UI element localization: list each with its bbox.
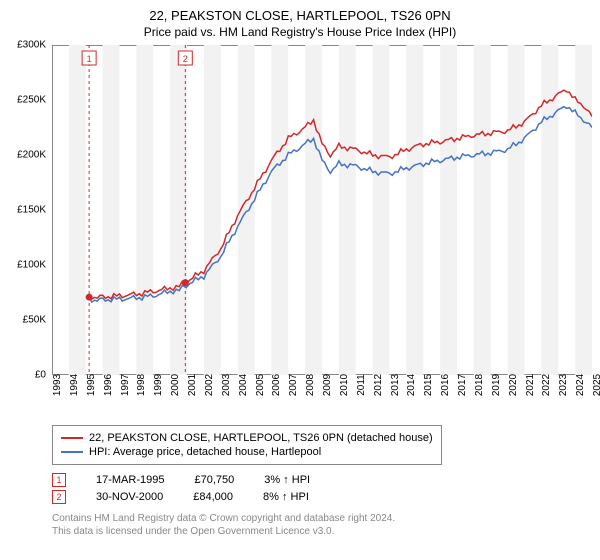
marker-row: 2 30-NOV-2000 £84,000 8% ↑ HPI	[52, 490, 590, 504]
marker-date-1: 17-MAR-1995	[96, 474, 164, 486]
y-tick-label: £0	[35, 370, 46, 381]
marker-date-2: 30-NOV-2000	[96, 491, 163, 503]
sale-markers-table: 1 17-MAR-1995 £70,750 3% ↑ HPI 2 30-NOV-…	[52, 473, 590, 504]
x-tick-label: 2023	[558, 374, 569, 396]
x-tick-label: 2003	[221, 374, 232, 396]
x-tick-label: 1997	[120, 374, 131, 396]
x-tick-label: 2018	[474, 374, 485, 396]
legend: 22, PEAKSTON CLOSE, HARTLEPOOL, TS26 0PN…	[52, 425, 442, 465]
x-tick-label: 2024	[575, 374, 586, 396]
x-tick-label: 2014	[406, 374, 417, 396]
x-tick-label: 2022	[541, 374, 552, 396]
x-tick-label: 2009	[322, 374, 333, 396]
x-tick-label: 1998	[136, 374, 147, 396]
y-tick-label: £250K	[17, 95, 46, 106]
y-axis-labels: £0£50K£100K£150K£200K£250K£300K	[8, 45, 50, 375]
y-tick-label: £150K	[17, 205, 46, 216]
x-tick-label: 2001	[187, 374, 198, 396]
chart-container: 22, PEAKSTON CLOSE, HARTLEPOOL, TS26 0PN…	[0, 0, 600, 560]
marker-delta-1: 3% ↑ HPI	[264, 474, 310, 486]
y-tick-label: £300K	[17, 40, 46, 51]
chart-svg: 12	[52, 45, 592, 375]
x-tick-label: 2020	[508, 374, 519, 396]
x-tick-label: 2015	[423, 374, 434, 396]
marker-price-2: £84,000	[193, 491, 233, 503]
x-tick-label: 1996	[103, 374, 114, 396]
marker-delta-2: 8% ↑ HPI	[263, 491, 309, 503]
footer-line2: This data is licensed under the Open Gov…	[52, 525, 590, 538]
x-axis-labels: 1993199419951996199719981999200020012002…	[52, 381, 592, 421]
x-tick-label: 2012	[373, 374, 384, 396]
legend-swatch-0	[61, 437, 83, 439]
x-tick-label: 2019	[491, 374, 502, 396]
legend-swatch-1	[61, 451, 83, 453]
marker-badge-1: 1	[52, 473, 66, 487]
svg-text:2: 2	[183, 54, 188, 64]
x-tick-label: 2013	[390, 374, 401, 396]
x-tick-label: 1999	[153, 374, 164, 396]
svg-text:1: 1	[87, 54, 92, 64]
x-tick-label: 2021	[525, 374, 536, 396]
x-tick-label: 2011	[356, 374, 367, 396]
x-tick-label: 2025	[592, 374, 600, 396]
x-tick-label: 2008	[305, 374, 316, 396]
y-tick-label: £50K	[23, 315, 46, 326]
x-tick-label: 2005	[255, 374, 266, 396]
x-tick-label: 2017	[457, 374, 468, 396]
legend-label-0: 22, PEAKSTON CLOSE, HARTLEPOOL, TS26 0PN…	[89, 432, 433, 444]
x-tick-label: 2007	[288, 374, 299, 396]
legend-row: 22, PEAKSTON CLOSE, HARTLEPOOL, TS26 0PN…	[61, 432, 433, 444]
x-tick-label: 2006	[271, 374, 282, 396]
chart-title: 22, PEAKSTON CLOSE, HARTLEPOOL, TS26 0PN	[10, 8, 590, 23]
legend-label-1: HPI: Average price, detached house, Hart…	[89, 446, 321, 458]
y-tick-label: £100K	[17, 260, 46, 271]
x-tick-label: 2010	[339, 374, 350, 396]
marker-badge-2: 2	[52, 490, 66, 504]
footer-line1: Contains HM Land Registry data © Crown c…	[52, 512, 590, 525]
x-tick-label: 2016	[440, 374, 451, 396]
legend-row: HPI: Average price, detached house, Hart…	[61, 446, 433, 458]
x-tick-label: 1993	[52, 374, 63, 396]
y-tick-label: £200K	[17, 150, 46, 161]
marker-price-1: £70,750	[194, 474, 234, 486]
marker-row: 1 17-MAR-1995 £70,750 3% ↑ HPI	[52, 473, 590, 487]
footer-attribution: Contains HM Land Registry data © Crown c…	[52, 512, 590, 538]
chart-subtitle: Price paid vs. HM Land Registry's House …	[10, 25, 590, 39]
plot-area: 12 £0£50K£100K£150K£200K£250K£300K 19931…	[52, 45, 592, 375]
x-tick-label: 1994	[69, 374, 80, 396]
x-tick-label: 2000	[170, 374, 181, 396]
x-tick-label: 1995	[86, 374, 97, 396]
x-tick-label: 2004	[238, 374, 249, 396]
x-tick-label: 2002	[204, 374, 215, 396]
